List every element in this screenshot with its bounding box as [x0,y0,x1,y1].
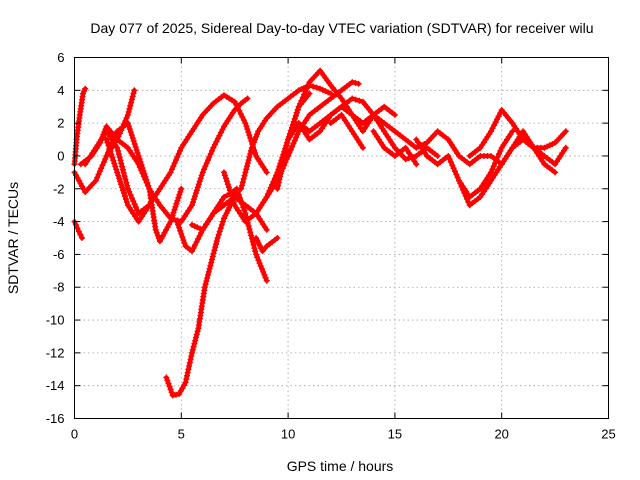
y-tick-label: -14 [46,378,65,393]
series-markers [238,82,334,192]
y-tick-label: 0 [57,148,64,163]
series-markers [285,67,398,143]
y-tick-label: -10 [46,313,65,328]
x-tick-label: 10 [281,427,295,442]
series-markers [82,92,270,217]
y-tick-label: 6 [57,50,64,65]
series-sat-p [285,67,398,143]
y-tick-label: 4 [57,83,64,98]
series-sat-l [253,235,281,255]
series-markers [253,235,281,255]
y-tick-label: 2 [57,116,64,131]
series-sat-v [466,107,569,168]
series-markers [163,185,240,399]
y-tick-label: -2 [53,181,65,196]
series-markers [456,128,516,200]
y-axis-title: SDTVAR / TECUs [5,182,21,294]
plot-frame [74,57,609,419]
series-markers [327,111,366,151]
axes: 0 5 10 15 20 25 -16 -14 -12 -10 -8 -6 -4 -2 0 2 4 6 [46,50,616,442]
series-markers [466,107,569,168]
x-tick-label: 20 [494,427,508,442]
x-axis-title: GPS time / hours [287,458,394,474]
series-markers [189,185,270,284]
y-tick-label: -6 [53,247,65,262]
series-line [296,104,569,167]
series-sat-g [103,120,185,245]
series-sat-m [238,82,334,192]
series-group [71,67,569,399]
x-tick-label: 5 [178,427,185,442]
chart-title: Day 077 of 2025, Sidereal Day-to-day VTE… [90,20,593,36]
series-sat-e [82,92,270,217]
y-tick-label: -4 [53,214,65,229]
series-sat-r [327,111,366,151]
x-tick-label: 0 [71,427,78,442]
y-tick-label: -12 [46,345,65,360]
y-tick-label: -16 [46,411,65,426]
y-tick-label: -8 [53,280,65,295]
series-sat-s [370,128,420,168]
series-markers [370,128,420,168]
series-sat-u [456,128,516,200]
x-tick-label: 15 [388,427,402,442]
series-sat-h [163,185,240,399]
series-markers [103,120,185,245]
x-tick-label: 25 [601,427,615,442]
